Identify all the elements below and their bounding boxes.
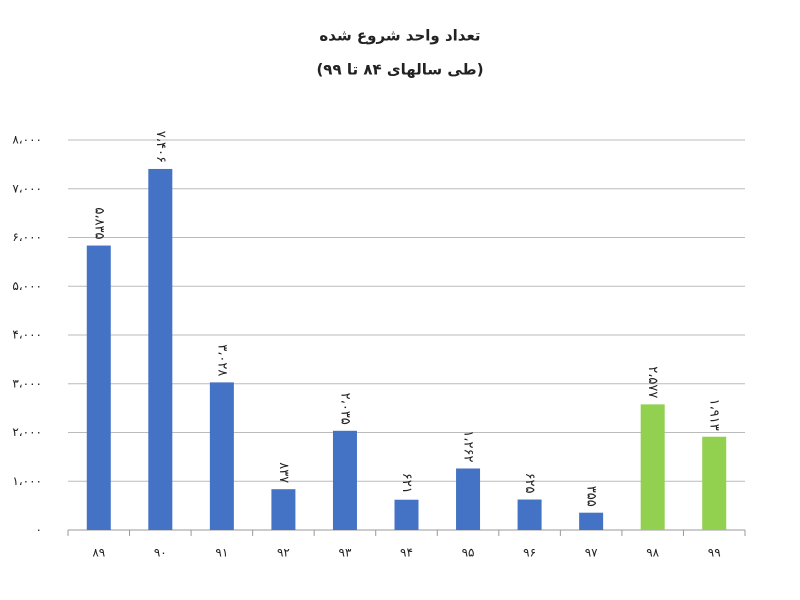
x-tick-label: ۹۴ bbox=[400, 546, 413, 560]
chart-title: تعداد واحد شروع شده bbox=[319, 27, 480, 45]
bar bbox=[209, 382, 234, 530]
x-tick-label: ۹۷ bbox=[585, 546, 598, 560]
bar bbox=[332, 430, 357, 530]
bar bbox=[579, 512, 604, 530]
data-label: ۶۲۱ bbox=[399, 473, 414, 494]
x-tick-label: ۹۹ bbox=[708, 546, 721, 560]
data-label: ۳۵۵ bbox=[584, 486, 599, 507]
y-tick-label: ۸،۰۰۰ bbox=[12, 133, 42, 147]
bar bbox=[640, 404, 665, 530]
bar bbox=[702, 436, 727, 530]
data-label: ۲،۰۳۵ bbox=[337, 393, 352, 425]
bar bbox=[271, 489, 296, 530]
x-tick-label: ۹۸ bbox=[646, 546, 659, 560]
x-tick-label: ۹۰ bbox=[154, 546, 167, 560]
data-label: ۵،۸۳۵ bbox=[91, 207, 106, 239]
x-tick-label: ۹۱ bbox=[215, 546, 228, 560]
y-tick-label: ۰ bbox=[36, 523, 42, 537]
y-tick-label: ۷،۰۰۰ bbox=[12, 181, 42, 195]
y-tick-label: ۴،۰۰۰ bbox=[12, 328, 42, 342]
x-tick-label: ۹۳ bbox=[339, 546, 352, 560]
bar bbox=[394, 499, 419, 530]
data-label: ۳،۰۲۸ bbox=[214, 344, 229, 376]
y-tick-label: ۳،۰۰۰ bbox=[12, 376, 42, 390]
x-tick-label: ۸۹ bbox=[92, 546, 105, 560]
bar bbox=[517, 499, 542, 530]
y-tick-label: ۲،۰۰۰ bbox=[12, 425, 42, 439]
x-tick-label: ۹۲ bbox=[277, 546, 290, 560]
data-label: ۱،۹۱۳ bbox=[707, 399, 722, 431]
data-label: ۷،۴۰۶ bbox=[153, 131, 168, 163]
x-tick-label: ۹۵ bbox=[462, 546, 475, 560]
bar bbox=[86, 245, 111, 530]
y-tick-label: ۶،۰۰۰ bbox=[12, 230, 42, 244]
bar bbox=[148, 168, 173, 530]
chart-subtitle: (طی سالهای ۸۴ تا ۹۹) bbox=[316, 61, 483, 79]
data-label: ۶۲۵ bbox=[522, 473, 537, 494]
data-label: ۸۳۷ bbox=[276, 462, 291, 483]
bar bbox=[456, 468, 481, 530]
x-tick-label: ۹۶ bbox=[523, 546, 536, 560]
data-label: ۲،۵۷۷ bbox=[645, 366, 660, 398]
y-tick-label: ۵،۰۰۰ bbox=[12, 279, 42, 293]
data-label: ۱،۲۶۲ bbox=[461, 430, 476, 462]
y-tick-label: ۱،۰۰۰ bbox=[12, 474, 42, 488]
